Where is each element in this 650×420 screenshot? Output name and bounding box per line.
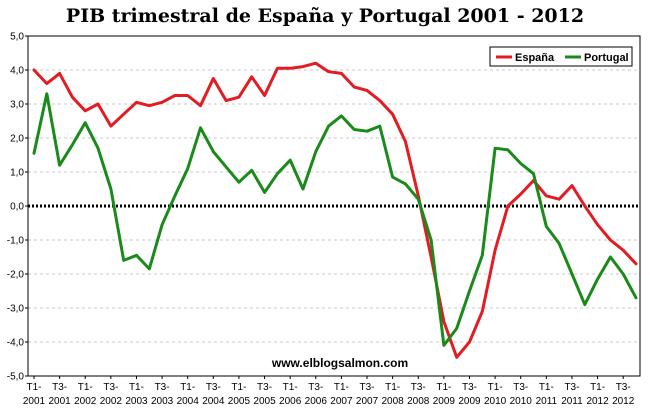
x-tick-label-year: 2011 <box>561 396 583 407</box>
x-tick-label-quarter: T1- <box>436 382 451 393</box>
x-tick-label-quarter: T3- <box>155 382 170 393</box>
x-tick-label-year: 2001 <box>23 396 46 407</box>
x-tick-label-year: 2009 <box>433 396 456 407</box>
legend-label-espana: España <box>515 52 555 64</box>
x-tick-label-quarter: T1- <box>27 382 42 393</box>
y-tick-label: 3,0 <box>10 100 24 111</box>
x-tick-label-year: 2001 <box>48 396 71 407</box>
x-tick-label-year: 2007 <box>330 396 353 407</box>
x-tick-label-year: 2008 <box>407 396 430 407</box>
y-tick-label: -1,0 <box>7 236 25 247</box>
x-tick-label-quarter: T3- <box>206 382 221 393</box>
x-tick-label-year: 2010 <box>484 396 507 407</box>
series-line-portugal <box>32 92 638 347</box>
y-tick-label: -3,0 <box>7 304 25 315</box>
x-tick-label-quarter: T3- <box>411 382 426 393</box>
x-tick-label-quarter: T3- <box>103 382 118 393</box>
y-tick-label: 2,0 <box>10 134 24 145</box>
x-tick-label-year: 2010 <box>510 396 533 407</box>
x-axis-tick-labels: T1- 2001 T3- 2001 T1- 2002 T3- 2002 T1- 2003 T3- 20… <box>23 382 635 407</box>
y-tick-label: 5,0 <box>10 32 24 43</box>
x-tick-label-quarter: T1- <box>180 382 195 393</box>
x-tick-label-quarter: T1- <box>129 382 144 393</box>
x-tick-label-quarter: T1- <box>231 382 246 393</box>
watermark-text: www.elblogsalmon.com <box>271 356 408 370</box>
x-tick-label-year: 2003 <box>151 396 174 407</box>
x-tick-label-year: 2007 <box>356 396 379 407</box>
x-tick-label-quarter: T1- <box>590 382 605 393</box>
y-tick-label: -2,0 <box>7 270 25 281</box>
x-tick-label-year: 2004 <box>177 396 200 407</box>
x-tick-label-quarter: T3- <box>360 382 375 393</box>
x-tick-label-quarter: T3- <box>308 382 323 393</box>
y-tick-label: -4,0 <box>7 338 25 349</box>
x-tick-label-year: 2012 <box>612 396 635 407</box>
grid <box>28 69 640 343</box>
x-tick-label-year: 2011 <box>536 396 558 407</box>
x-tick-label-quarter: T3- <box>462 382 477 393</box>
y-axis-tick-labels: 5,0 4,0 3,0 2,0 1,0 0,0 -1,0 -2,0 -3,0 -4,0 -5,0 <box>7 32 25 383</box>
x-tick-label-quarter: T3- <box>616 382 631 393</box>
x-tick-label-quarter: T3- <box>513 382 528 393</box>
x-tick-label-year: 2003 <box>125 396 148 407</box>
legend: España Portugal <box>489 46 633 67</box>
x-tick-label-quarter: T1- <box>334 382 349 393</box>
legend-box <box>489 46 633 67</box>
x-tick-label-quarter: T3- <box>52 382 67 393</box>
x-tick-label-year: 2006 <box>279 396 302 407</box>
x-tick-label-year: 2004 <box>202 396 225 407</box>
y-tick-label: 1,0 <box>10 168 24 179</box>
x-tick-label-year: 2009 <box>458 396 481 407</box>
x-tick-label-year: 2002 <box>74 396 97 407</box>
x-tick-label-year: 2012 <box>586 396 609 407</box>
x-tick-label-year: 2002 <box>100 396 123 407</box>
x-tick-label-quarter: T1- <box>385 382 400 393</box>
x-tick-label-quarter: T1- <box>78 382 93 393</box>
chart-title: PIB trimestral de España y Portugal 2001… <box>66 5 584 27</box>
x-tick-label-year: 2005 <box>253 396 276 407</box>
series-lines <box>32 61 638 359</box>
y-tick-label: -5,0 <box>7 372 25 383</box>
axes <box>25 35 641 379</box>
y-tick-label: 4,0 <box>10 66 24 77</box>
x-tick-label-quarter: T1- <box>283 382 298 393</box>
legend-label-portugal: Portugal <box>584 52 629 64</box>
x-tick-label-year: 2005 <box>228 396 251 407</box>
x-tick-label-quarter: T1- <box>488 382 503 393</box>
x-tick-label-quarter: T3- <box>564 382 579 393</box>
series-line-espana <box>32 61 638 359</box>
x-tick-label-quarter: T3- <box>257 382 272 393</box>
y-tick-label: 0,0 <box>10 202 24 213</box>
x-tick-label-quarter: T1- <box>539 382 554 393</box>
x-tick-label-year: 2006 <box>305 396 328 407</box>
x-tick-label-year: 2008 <box>382 396 405 407</box>
